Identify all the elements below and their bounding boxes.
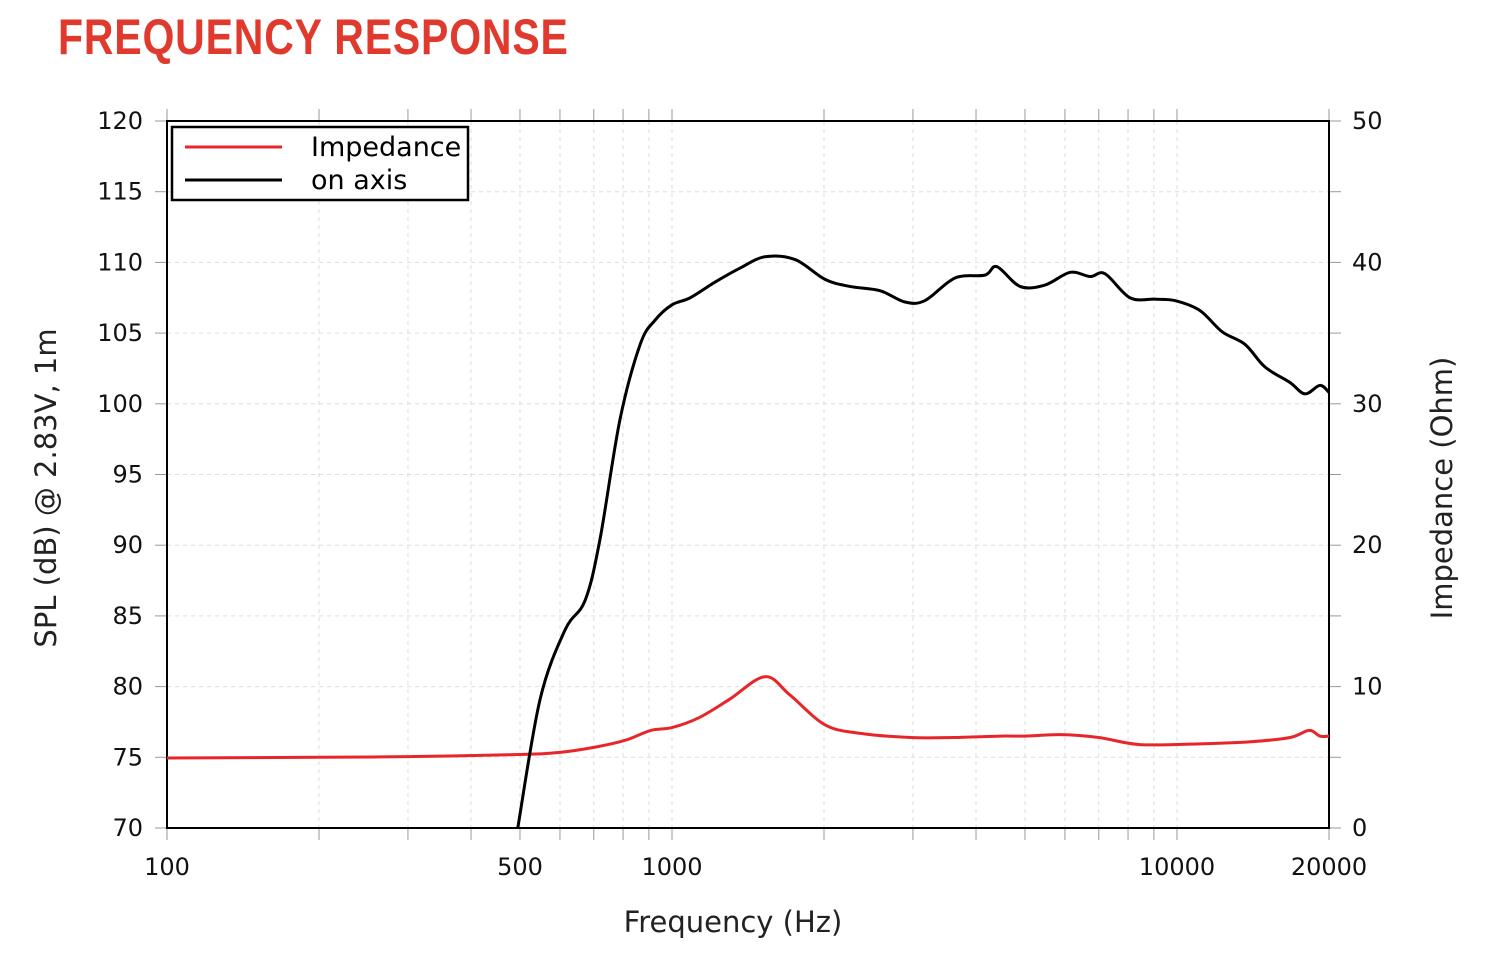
y-tick-label: 70 — [112, 814, 143, 842]
y2-tick-label: 50 — [1352, 107, 1383, 135]
y2-tick-label: 30 — [1352, 390, 1383, 418]
y-tick-label: 85 — [112, 602, 143, 630]
series-line-impedance — [166, 675, 1330, 760]
y-tick-label: 110 — [97, 248, 143, 276]
x-tick-label: 100 — [144, 853, 190, 881]
y-tick-label: 90 — [112, 531, 143, 559]
series-line-on-axis — [516, 254, 1331, 829]
y-tick-label: 75 — [112, 743, 143, 771]
plot-frame — [166, 120, 1330, 829]
y2-tick-label: 20 — [1352, 531, 1383, 559]
y2-tick-label: 10 — [1352, 673, 1383, 701]
legend-box — [170, 125, 470, 202]
x-axis-label: Frequency (Hz) — [624, 905, 843, 939]
y-tick-label: 105 — [97, 319, 143, 347]
y-tick-label: 95 — [112, 461, 143, 489]
x-tick-label: 10000 — [1139, 853, 1215, 881]
x-tick-label: 20000 — [1291, 853, 1367, 881]
y2-tick-label: 0 — [1352, 814, 1367, 842]
x-tick-label: 500 — [497, 853, 543, 881]
y-axis-label: SPL (dB) @ 2.83V, 1m — [29, 328, 63, 647]
y-tick-label: 120 — [97, 107, 143, 135]
y-tick-label: 115 — [97, 178, 143, 206]
legend-label: Impedance — [311, 132, 461, 163]
y2-axis-label: Impedance (Ohm) — [1425, 357, 1459, 620]
x-tick-label: 1000 — [641, 853, 702, 881]
y2-tick-label: 40 — [1352, 248, 1383, 276]
chart-title: FREQUENCY RESPONSE — [58, 9, 569, 65]
y-tick-label: 100 — [97, 390, 143, 418]
legend-label: on axis — [311, 165, 407, 196]
y-tick-label: 80 — [112, 673, 143, 701]
